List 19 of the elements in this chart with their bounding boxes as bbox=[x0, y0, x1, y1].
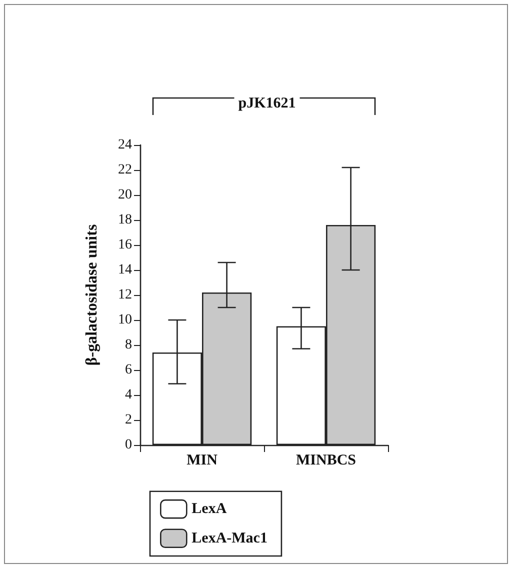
y-tick-label: 14 bbox=[118, 262, 132, 278]
y-axis-title: β-galactosidase units bbox=[84, 224, 100, 366]
y-tick-label: 12 bbox=[118, 288, 132, 302]
legend-label: LexA bbox=[192, 501, 227, 518]
y-tick-label: 22 bbox=[118, 162, 132, 178]
y-tick-label: 16 bbox=[118, 238, 132, 252]
chart-title: pJK1621 bbox=[238, 96, 296, 112]
y-tick-label: 18 bbox=[118, 212, 132, 228]
y-tick-label: 2 bbox=[125, 412, 132, 428]
y-tick-label: 4 bbox=[125, 388, 132, 402]
x-tick-label: MIN bbox=[186, 452, 218, 468]
legend-label: LexA-Mac1 bbox=[192, 530, 268, 546]
y-tick-label: 6 bbox=[125, 362, 132, 378]
y-tick-label: 24 bbox=[118, 138, 132, 152]
y-tick-label: 0 bbox=[125, 438, 132, 452]
y-tick-label: 8 bbox=[125, 338, 132, 352]
y-tick-label: 20 bbox=[118, 188, 132, 202]
y-tick-label: 10 bbox=[118, 312, 132, 328]
x-tick-label: MINBCS bbox=[296, 452, 356, 468]
